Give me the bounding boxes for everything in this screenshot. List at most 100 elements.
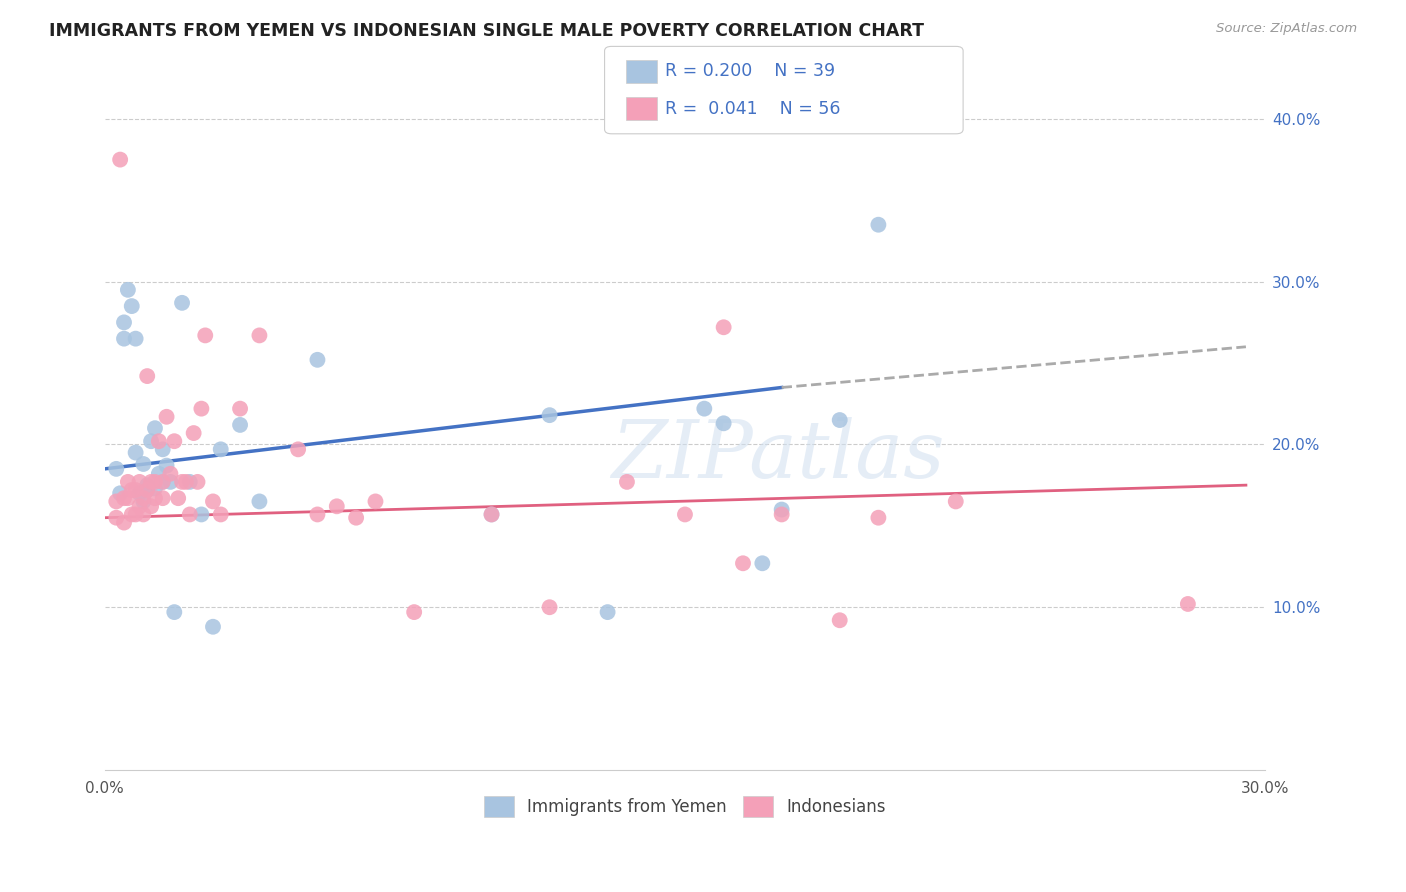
Point <box>179 508 201 522</box>
Legend: Immigrants from Yemen, Indonesians: Immigrants from Yemen, Indonesians <box>477 789 893 823</box>
Text: R =  0.041    N = 56: R = 0.041 N = 56 <box>665 100 841 118</box>
Text: R = 0.200    N = 39: R = 0.200 N = 39 <box>665 62 835 80</box>
Point <box>868 218 890 232</box>
Point <box>117 475 139 489</box>
Point <box>364 494 387 508</box>
Point <box>174 475 197 489</box>
Point <box>186 475 208 489</box>
Point <box>326 500 349 514</box>
Point <box>170 296 193 310</box>
Text: Source: ZipAtlas.com: Source: ZipAtlas.com <box>1216 22 1357 36</box>
Point <box>152 442 174 457</box>
Point <box>132 494 155 508</box>
Point <box>159 467 181 481</box>
Point <box>143 475 166 489</box>
Point <box>170 475 193 489</box>
Point <box>179 475 201 489</box>
Point <box>143 491 166 505</box>
Point <box>751 556 773 570</box>
Point <box>155 409 177 424</box>
Point <box>538 408 561 422</box>
Text: ZIPatlas: ZIPatlas <box>612 417 945 494</box>
Point <box>155 458 177 473</box>
Point <box>152 475 174 489</box>
Point <box>673 508 696 522</box>
Point <box>538 600 561 615</box>
Point <box>112 332 135 346</box>
Point <box>307 352 329 367</box>
Point <box>868 510 890 524</box>
Point <box>121 508 143 522</box>
Point <box>152 475 174 489</box>
Point <box>194 328 217 343</box>
Point <box>249 494 271 508</box>
Point <box>139 434 162 449</box>
Point <box>105 462 128 476</box>
Point <box>124 332 146 346</box>
Point <box>143 421 166 435</box>
Point <box>249 328 271 343</box>
Point <box>201 620 224 634</box>
Point <box>121 299 143 313</box>
Point <box>693 401 716 416</box>
Point <box>148 434 170 449</box>
Point <box>481 508 503 522</box>
Point <box>209 442 232 457</box>
Point <box>596 605 619 619</box>
Point <box>105 510 128 524</box>
Point <box>229 417 252 432</box>
Point <box>713 417 735 431</box>
Point <box>713 320 735 334</box>
Point <box>108 153 131 167</box>
Point <box>105 494 128 508</box>
Point <box>616 475 638 489</box>
Point <box>770 502 793 516</box>
Point <box>112 516 135 530</box>
Point <box>209 508 232 522</box>
Point <box>124 483 146 497</box>
Point <box>128 475 150 489</box>
Point <box>136 369 159 384</box>
Point <box>770 508 793 522</box>
Point <box>190 508 212 522</box>
Point <box>128 500 150 514</box>
Point <box>136 483 159 497</box>
Point <box>152 491 174 505</box>
Point <box>167 491 190 505</box>
Point <box>404 605 426 619</box>
Point <box>112 491 135 505</box>
Point <box>201 494 224 508</box>
Point <box>163 605 186 619</box>
Point <box>124 508 146 522</box>
Point <box>132 491 155 505</box>
Point <box>481 508 503 522</box>
Point <box>139 500 162 514</box>
Point <box>136 483 159 497</box>
Point <box>1177 597 1199 611</box>
Point <box>117 491 139 505</box>
Point <box>117 283 139 297</box>
Point <box>229 401 252 416</box>
Point <box>112 315 135 329</box>
Point <box>183 425 205 440</box>
Point <box>121 483 143 497</box>
Point <box>132 457 155 471</box>
Point <box>287 442 309 457</box>
Point <box>307 508 329 522</box>
Point <box>139 475 162 489</box>
Point <box>731 556 754 570</box>
Point <box>132 508 155 522</box>
Point <box>163 434 186 449</box>
Point <box>945 494 967 508</box>
Point <box>159 475 181 489</box>
Point <box>108 486 131 500</box>
Point <box>148 467 170 481</box>
Point <box>143 482 166 496</box>
Point <box>124 445 146 459</box>
Point <box>828 413 851 427</box>
Text: IMMIGRANTS FROM YEMEN VS INDONESIAN SINGLE MALE POVERTY CORRELATION CHART: IMMIGRANTS FROM YEMEN VS INDONESIAN SING… <box>49 22 924 40</box>
Point <box>136 478 159 492</box>
Point <box>828 613 851 627</box>
Point <box>190 401 212 416</box>
Point <box>128 486 150 500</box>
